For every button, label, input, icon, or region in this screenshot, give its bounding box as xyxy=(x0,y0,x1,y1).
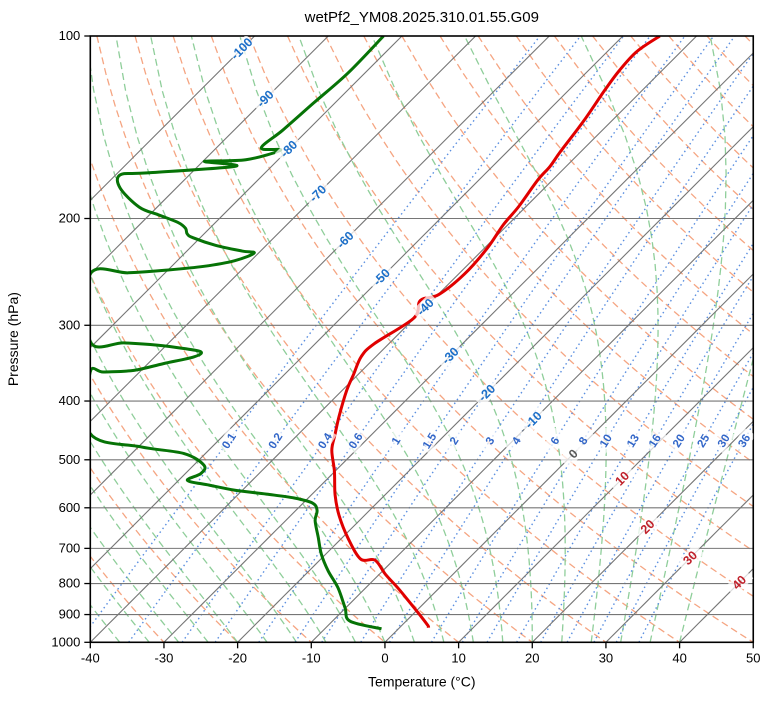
svg-text:0: 0 xyxy=(381,650,388,665)
svg-text:100: 100 xyxy=(59,28,81,43)
svg-text:50: 50 xyxy=(746,650,760,665)
svg-text:800: 800 xyxy=(59,576,81,591)
svg-text:-40: -40 xyxy=(81,650,100,665)
svg-text:wetPf2_YM08.2025.310.01.55.G09: wetPf2_YM08.2025.310.01.55.G09 xyxy=(304,9,539,26)
svg-text:30: 30 xyxy=(599,650,613,665)
svg-text:700: 700 xyxy=(59,540,81,555)
svg-text:10: 10 xyxy=(451,650,465,665)
svg-text:40: 40 xyxy=(672,650,686,665)
svg-text:900: 900 xyxy=(59,607,81,622)
svg-text:300: 300 xyxy=(59,317,81,332)
svg-text:Pressure (hPa): Pressure (hPa) xyxy=(5,292,21,386)
svg-text:200: 200 xyxy=(59,211,81,226)
svg-text:-10: -10 xyxy=(302,650,321,665)
svg-text:-30: -30 xyxy=(155,650,174,665)
svg-text:1000: 1000 xyxy=(51,634,80,649)
svg-text:Temperature (°C): Temperature (°C) xyxy=(368,673,476,689)
svg-text:-20: -20 xyxy=(228,650,247,665)
svg-text:600: 600 xyxy=(59,500,81,515)
svg-text:500: 500 xyxy=(59,452,81,467)
svg-text:400: 400 xyxy=(59,393,81,408)
svg-text:20: 20 xyxy=(525,650,539,665)
